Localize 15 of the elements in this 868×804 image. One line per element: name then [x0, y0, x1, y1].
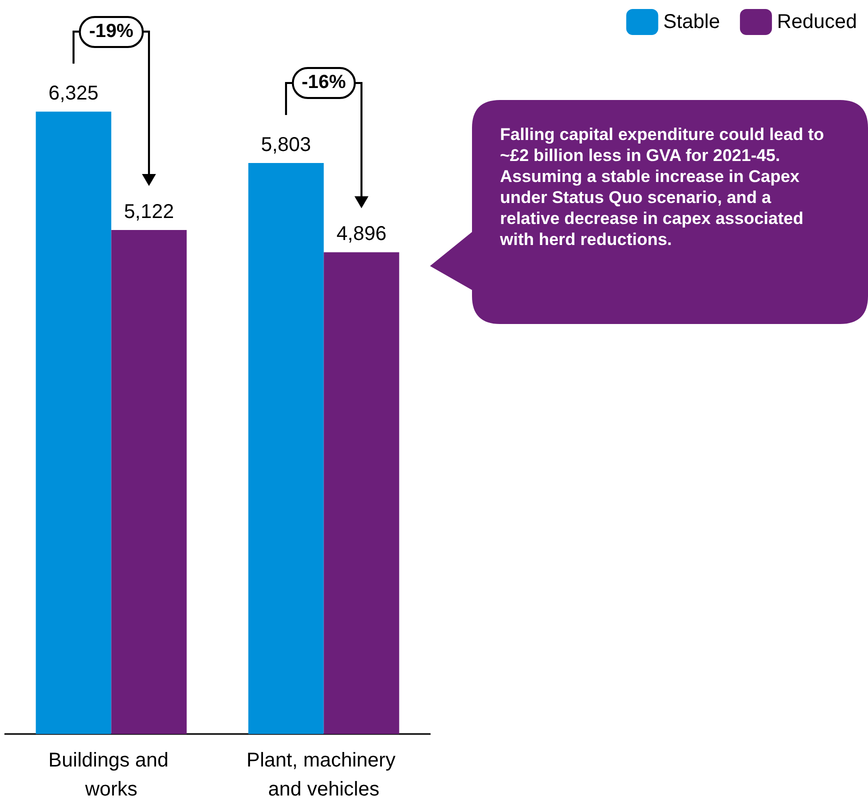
data-label: 5,803 — [261, 134, 312, 156]
text: Falling capital expenditure could lead to ~£2 billion less in GVA for 2021-45. Assuming a stable increase in Capex under Status Quo scenario, and a relative decrease in capex associated with herd reductions. — [500, 124, 825, 250]
bar — [324, 252, 400, 734]
x-tick-label: Plant, machinery and vehicles — [246, 750, 402, 800]
x-tick-label: Buildings and works — [48, 750, 174, 800]
bar — [36, 112, 112, 734]
bar — [248, 162, 324, 734]
legend-label: Stable — [663, 11, 720, 33]
data-label: 4,896 — [336, 223, 386, 246]
bar — [111, 230, 187, 734]
legend-label: Reduced — [776, 11, 858, 33]
text: -16% — [292, 66, 356, 99]
data-label: 6,325 — [48, 82, 99, 105]
text: -19% — [79, 16, 144, 48]
data-label: 5,122 — [124, 200, 174, 223]
